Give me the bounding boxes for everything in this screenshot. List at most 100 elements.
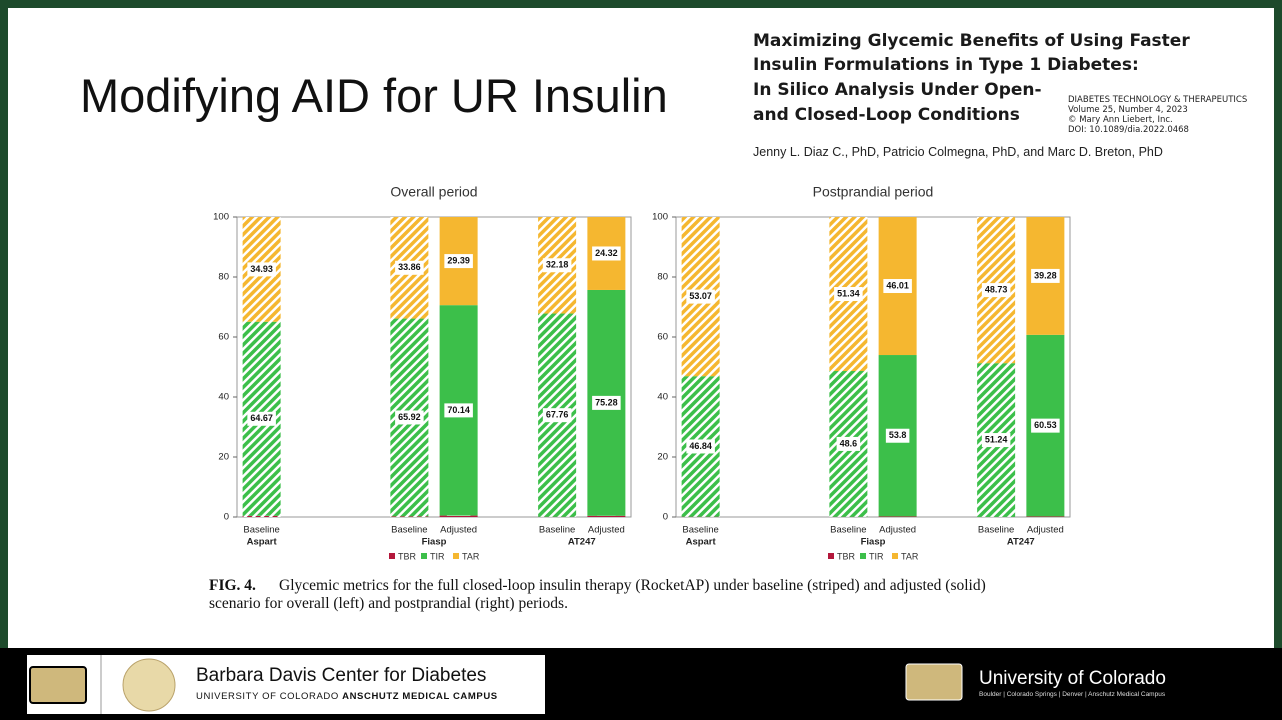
cu-logo-right (905, 663, 963, 701)
caption: scenario for overall (left) and postpran… (209, 595, 568, 612)
data-label-text: 48.73 (985, 284, 1008, 294)
legend-swatch (892, 553, 898, 559)
cu-logo (29, 666, 87, 704)
bdc-logo-box (27, 655, 545, 714)
data-label-box (981, 283, 1011, 298)
data-label: 51.34 (834, 287, 863, 302)
legend-swatch (860, 553, 866, 559)
data-label-text: 51.34 (837, 288, 860, 298)
data-label-box (1031, 418, 1060, 433)
data-label-box (885, 428, 910, 443)
data-label-text: 65.92 (398, 412, 421, 422)
bar-segment (242, 515, 281, 517)
data-label: 75.28 (592, 395, 621, 410)
footer: Barbara Davis Center for Diabetes UNIVER… (0, 648, 1282, 720)
legend-swatch (828, 553, 834, 559)
bar-segment (439, 515, 478, 517)
y-tick-label: 80 (657, 272, 668, 283)
journal-info: Volume 25, Number 4, 2023 (1068, 105, 1188, 115)
data-label: 60.53 (1031, 418, 1060, 433)
bar-segment (878, 516, 917, 517)
data-label: 33.86 (395, 260, 424, 275)
plot-frame (236, 216, 632, 518)
x-tick-label: Adjusted (588, 525, 625, 536)
data-label-text: 29.39 (447, 255, 470, 265)
data-label-text: 60.53 (1034, 420, 1057, 430)
legend-swatch (453, 553, 459, 559)
x-tick-label: Baseline (391, 525, 427, 536)
group-label: Fiasp (422, 537, 447, 548)
slide-title: Modifying AID for UR Insulin (80, 69, 668, 122)
journal-info: DOI: 10.1089/dia.2022.0468 (1068, 125, 1189, 135)
group-label: Aspart (686, 537, 717, 548)
data-label-text: 67.76 (546, 410, 569, 420)
data-label-text: 53.8 (889, 430, 907, 440)
bdc-sub: UNIVERSITY OF COLORADO ANSCHUTZ MEDICAL … (196, 691, 498, 702)
chart-title: Postprandial period (813, 184, 934, 200)
x-tick-label: Baseline (978, 525, 1014, 536)
paper-title: and Closed-Loop Conditions (753, 105, 1020, 125)
data-label-box (542, 258, 572, 273)
data-label-box (836, 436, 861, 451)
data-label-box (395, 410, 424, 425)
bar-segment (587, 515, 626, 517)
data-label-text: 46.84 (689, 441, 712, 451)
data-label-text: 70.14 (447, 405, 470, 415)
data-label-text: 48.6 (840, 438, 858, 448)
x-tick-label: Baseline (830, 525, 866, 536)
data-label-box (444, 254, 473, 269)
legend-label: TAR (901, 551, 919, 561)
data-label-text: 34.93 (250, 264, 273, 274)
bdc-seal (122, 658, 176, 712)
legend-swatch (389, 553, 395, 559)
data-label: 29.39 (444, 254, 473, 269)
legend-label: TIR (430, 551, 445, 561)
data-label-text: 33.86 (398, 262, 421, 272)
data-label: 48.73 (981, 283, 1011, 298)
legend-label: TBR (837, 551, 856, 561)
bar-segment (1026, 516, 1065, 517)
bdc-sub-bold: ANSCHUTZ MEDICAL CAMPUS (342, 691, 498, 702)
data-label: 64.67 (247, 411, 276, 426)
group-label: Fiasp (861, 537, 886, 548)
chart-title: Overall period (390, 184, 477, 200)
data-label-text: 64.67 (250, 413, 273, 423)
figure-label: FIG. 4. (209, 577, 256, 594)
x-tick-label: Baseline (539, 525, 575, 536)
journal-info: DIABETES TECHNOLOGY & THERAPEUTICS (1068, 95, 1248, 105)
data-label-text: 32.18 (546, 260, 569, 270)
x-tick-label: Adjusted (440, 525, 477, 536)
data-label-box (686, 439, 715, 454)
legend-swatch (421, 553, 427, 559)
plot-frame (675, 216, 1071, 518)
y-tick-label: 60 (657, 332, 668, 343)
data-label: 39.28 (1031, 268, 1060, 283)
data-label-text: 51.24 (985, 434, 1008, 444)
data-label: 34.93 (247, 262, 276, 277)
y-tick-label: 60 (218, 332, 229, 343)
authors: Jenny L. Diaz C., PhD, Patricio Colmegna… (753, 145, 1163, 159)
bdc-name: Barbara Davis Center for Diabetes (196, 665, 487, 686)
data-label-box (592, 395, 621, 410)
y-tick-label: 0 (224, 512, 229, 523)
data-label-text: 39.28 (1034, 270, 1057, 280)
data-label: 65.92 (395, 410, 424, 425)
y-tick-label: 40 (657, 392, 668, 403)
y-tick-label: 100 (652, 212, 668, 223)
data-label-box (1031, 268, 1060, 283)
data-label-text: 53.07 (689, 291, 712, 301)
logos (29, 655, 176, 714)
data-label-box (834, 287, 863, 302)
data-label: 32.18 (542, 258, 572, 273)
cu-logo-shape (905, 663, 963, 701)
y-tick-label: 0 (663, 512, 668, 523)
group-label: AT247 (568, 537, 596, 548)
y-tick-label: 20 (218, 452, 229, 463)
group-label: Aspart (247, 537, 278, 548)
paper-title: Insulin Formulations in Type 1 Diabetes: (753, 55, 1139, 75)
x-tick-label: Baseline (682, 525, 718, 536)
data-label: 46.84 (686, 439, 715, 454)
paper-title: In Silico Analysis Under Open- (753, 80, 1042, 100)
legend-label: TAR (462, 551, 480, 561)
